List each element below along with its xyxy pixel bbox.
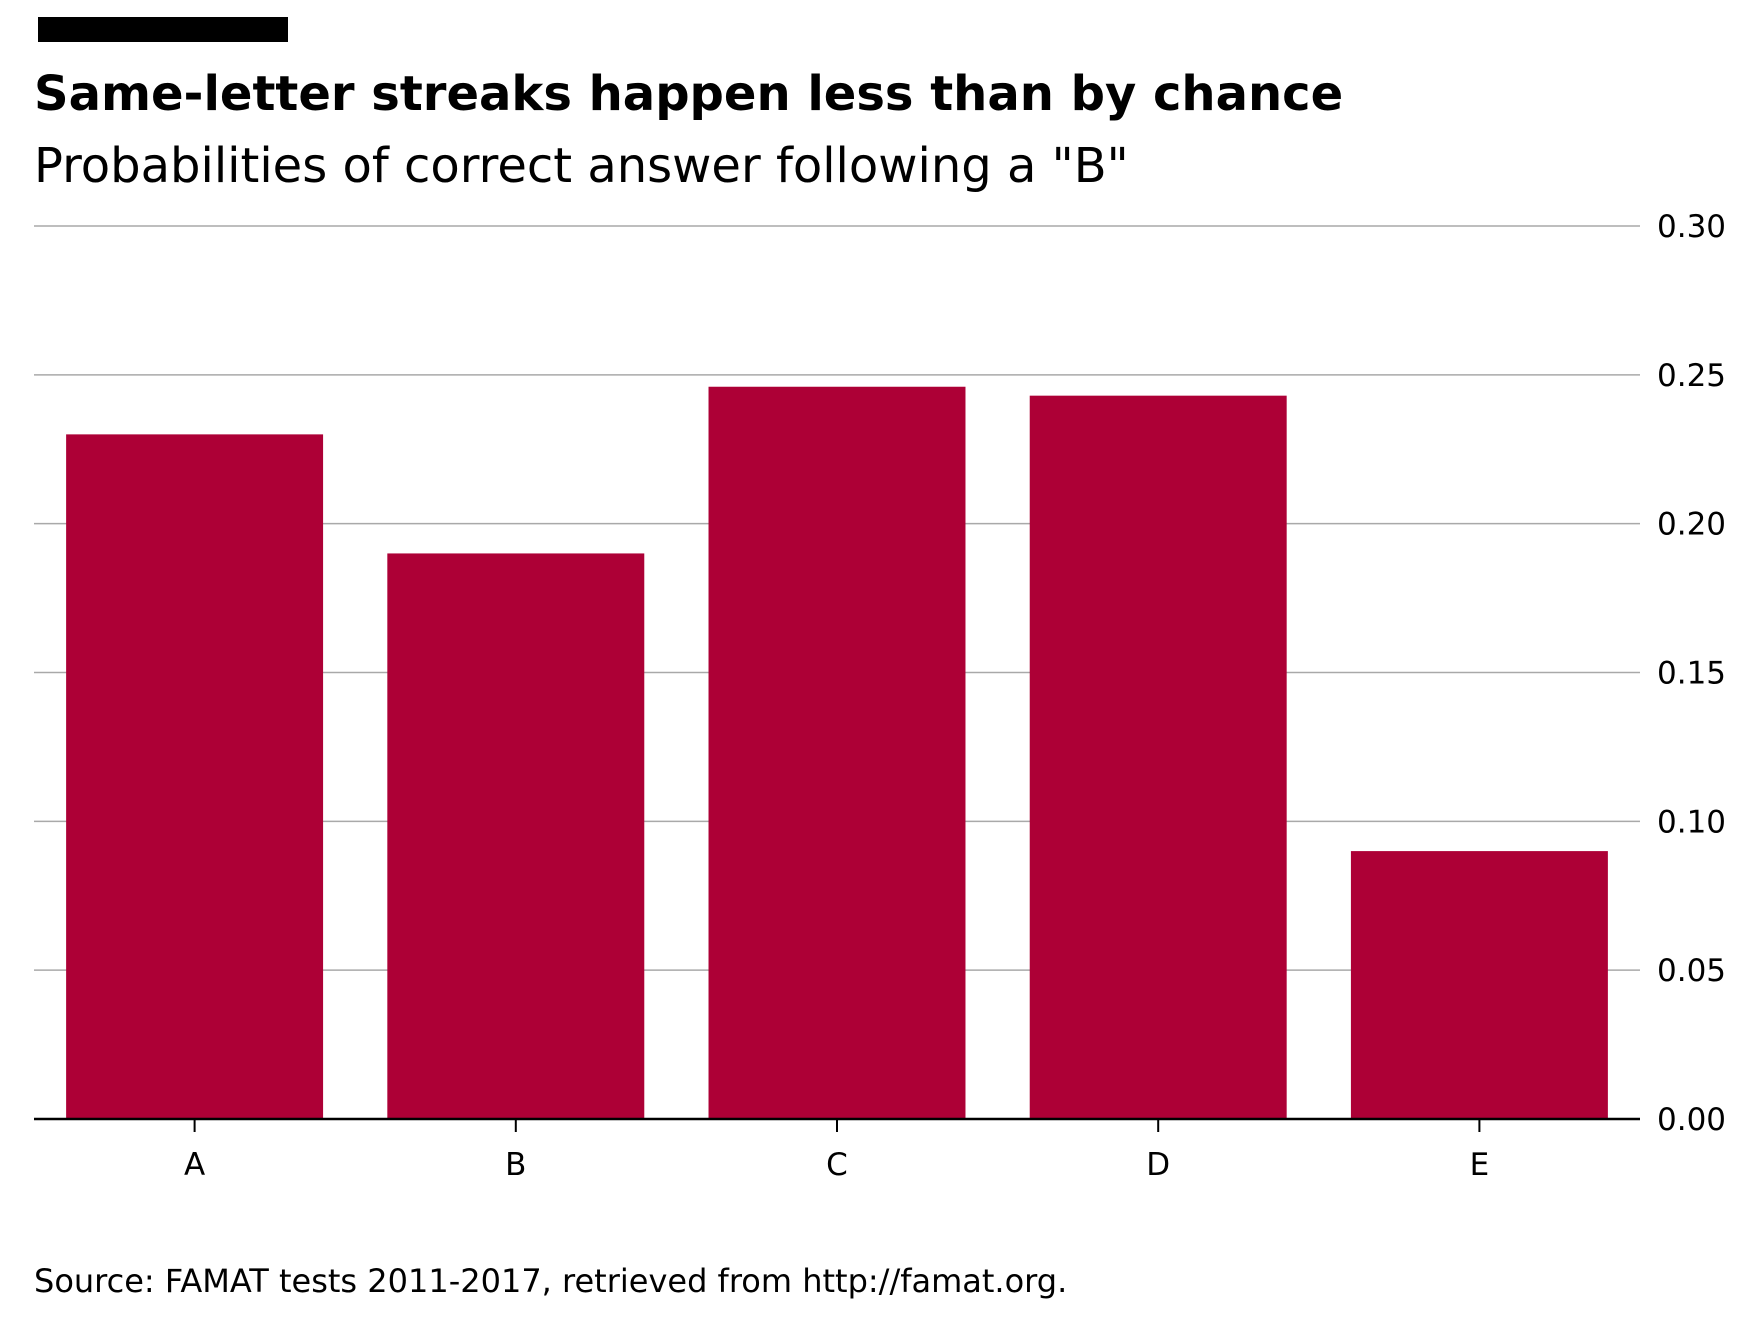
source-note: Source: FAMAT tests 2011-2017, retrieved… [34,1262,1068,1300]
y-tick-label: 0.05 [1657,953,1726,989]
y-axis-labels: 0.00 0.05 0.10 0.15 0.20 0.25 0.30 [1657,209,1726,1138]
x-tick-label: E [1470,1147,1490,1183]
y-tick-label: 0.00 [1657,1102,1726,1138]
bar-b [387,553,645,1119]
x-tick-label: A [184,1147,205,1183]
y-tick-label: 0.20 [1657,507,1726,543]
accent-bar [38,17,288,42]
bars [66,386,1608,1119]
chart-subtitle: Probabilities of correct answer followin… [34,138,1129,194]
bar-c [708,386,966,1119]
bar-a [66,434,324,1119]
bar-d [1029,395,1287,1119]
x-tick-label: C [826,1147,848,1183]
x-axis: A B C D E [34,1117,1640,1183]
x-tick-label: D [1146,1147,1170,1183]
y-tick-label: 0.30 [1657,209,1726,245]
y-tick-label: 0.15 [1657,656,1726,692]
y-tick-label: 0.10 [1657,804,1726,840]
y-tick-label: 0.25 [1657,358,1726,394]
bar-e [1350,851,1608,1119]
chart-title: Same-letter streaks happen less than by … [34,66,1344,122]
x-tick-label: B [505,1147,526,1183]
